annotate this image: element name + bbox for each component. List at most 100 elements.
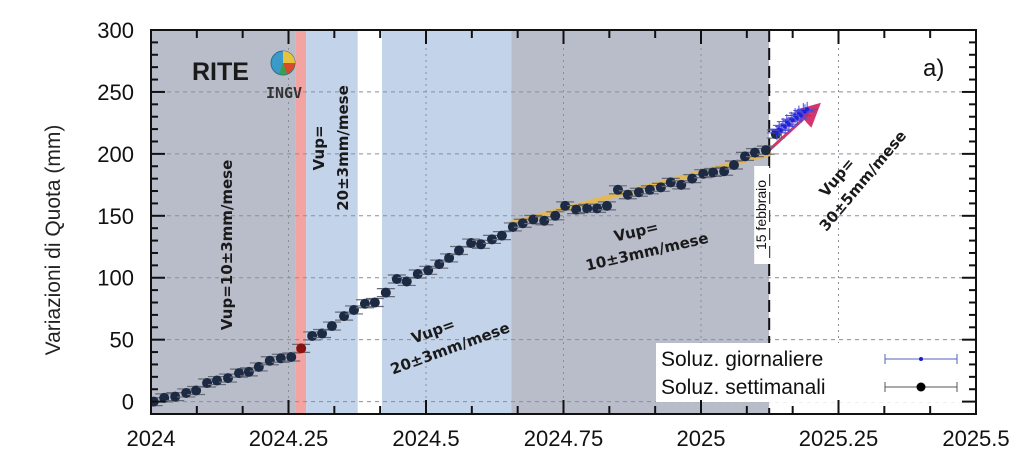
point-marker xyxy=(264,355,275,366)
point-marker xyxy=(740,151,750,162)
point-marker xyxy=(687,173,698,184)
point-marker xyxy=(223,373,233,384)
x-tick-label: 2024.5 xyxy=(392,426,459,451)
weekly-point-44 xyxy=(618,189,637,200)
weekly-point-54 xyxy=(725,160,743,171)
legend-marker-daily xyxy=(884,354,958,364)
weekly-point-31 xyxy=(483,234,501,245)
point-marker xyxy=(805,107,810,112)
y-tick-labels: 0 50 100 150 200 250 300 xyxy=(97,18,134,415)
x-tick-label: 2025.5 xyxy=(942,426,1009,451)
point-marker xyxy=(787,122,791,127)
fit-line-1 xyxy=(767,102,821,152)
axis-ticks xyxy=(150,29,977,415)
weekly-point-11 xyxy=(260,355,279,366)
point-marker xyxy=(779,128,784,133)
point-marker xyxy=(496,230,507,241)
point-marker xyxy=(774,130,779,135)
x-tick-label: 2025 xyxy=(677,426,726,451)
weekly-point-36 xyxy=(535,215,554,226)
shaded-period-4 xyxy=(382,30,512,414)
point-marker xyxy=(749,147,760,158)
logo-text: INGV xyxy=(266,84,302,102)
daily-point-10 xyxy=(787,110,808,126)
point-marker xyxy=(729,160,739,171)
weekly-point-33 xyxy=(503,221,522,232)
point-marker xyxy=(665,177,676,188)
x-tick-label: 2024.75 xyxy=(524,426,604,451)
point-marker xyxy=(760,145,771,156)
weekly-point-20 xyxy=(365,297,384,308)
point-marker xyxy=(359,298,370,309)
annotation-rate-2-line1: Vup= xyxy=(310,125,328,170)
point-marker xyxy=(339,311,350,322)
weekly-point-30 xyxy=(472,239,490,250)
legend-marker-weekly xyxy=(884,382,958,392)
point-marker xyxy=(202,378,213,389)
x-tick-label: 2024.25 xyxy=(249,426,329,451)
point-marker xyxy=(181,387,192,398)
point-marker xyxy=(799,113,804,118)
weekly-point-7 xyxy=(219,373,237,384)
point-marker xyxy=(528,214,539,225)
point-marker xyxy=(454,245,464,256)
shaded-periods xyxy=(151,30,976,414)
point-marker xyxy=(539,215,550,226)
weekly-point-34 xyxy=(513,218,532,229)
point-marker xyxy=(571,204,582,215)
point-marker xyxy=(592,203,603,214)
weekly-point-41 xyxy=(588,203,607,214)
panel-label: a) xyxy=(923,55,944,82)
point-marker xyxy=(286,352,297,363)
data-points xyxy=(151,101,818,407)
point-marker xyxy=(612,184,623,195)
weekly-point-46 xyxy=(640,184,659,195)
point-marker xyxy=(401,276,412,287)
point-marker xyxy=(517,218,528,229)
weekly-point-37 xyxy=(546,210,565,221)
point-marker xyxy=(698,168,709,179)
point-marker xyxy=(412,269,423,280)
weekly-point-28 xyxy=(450,245,468,256)
point-marker xyxy=(444,252,455,263)
point-marker xyxy=(253,361,264,372)
point-marker xyxy=(676,179,687,190)
point-marker xyxy=(790,118,795,123)
point-marker xyxy=(369,297,380,308)
y-tick-label: 0 xyxy=(122,390,134,415)
point-marker xyxy=(296,343,307,354)
weekly-point-21 xyxy=(376,287,395,298)
point-marker xyxy=(434,259,445,270)
weekly-point-13 xyxy=(282,352,301,363)
y-axis-title: Variazioni di Quota (mm) xyxy=(42,125,65,356)
y-tick-label: 100 xyxy=(97,266,134,291)
point-marker xyxy=(170,391,181,402)
shaded-period-1 xyxy=(295,30,307,414)
point-marker xyxy=(191,385,202,396)
x-tick-label: 2025.25 xyxy=(799,426,879,451)
daily-point-0 xyxy=(766,125,787,141)
weekly-point-42 xyxy=(597,200,616,211)
legend-label-weekly: Soluz. settimanali xyxy=(661,376,826,399)
weekly-point-38 xyxy=(556,200,575,211)
point-marker xyxy=(601,200,612,211)
shaded-period-3 xyxy=(357,30,382,414)
point-marker xyxy=(307,330,318,341)
point-marker xyxy=(655,182,666,193)
point-marker xyxy=(348,304,359,315)
point-marker xyxy=(644,184,655,195)
weekly-point-47 xyxy=(651,182,670,193)
weekly-point-57 xyxy=(756,145,775,156)
weekly-point-45 xyxy=(629,187,648,198)
point-marker xyxy=(476,239,486,250)
y-tick-label: 50 xyxy=(110,328,134,353)
point-marker xyxy=(487,234,497,245)
legend-label-daily: Soluz. giornaliere xyxy=(661,348,823,371)
point-marker xyxy=(212,375,222,386)
point-marker xyxy=(391,273,402,284)
point-marker xyxy=(795,115,800,120)
annotation-rate-2-line2: 20±3mm/mese xyxy=(334,85,352,211)
shaded-period-2 xyxy=(306,30,358,414)
y-tick-label: 250 xyxy=(97,80,134,105)
